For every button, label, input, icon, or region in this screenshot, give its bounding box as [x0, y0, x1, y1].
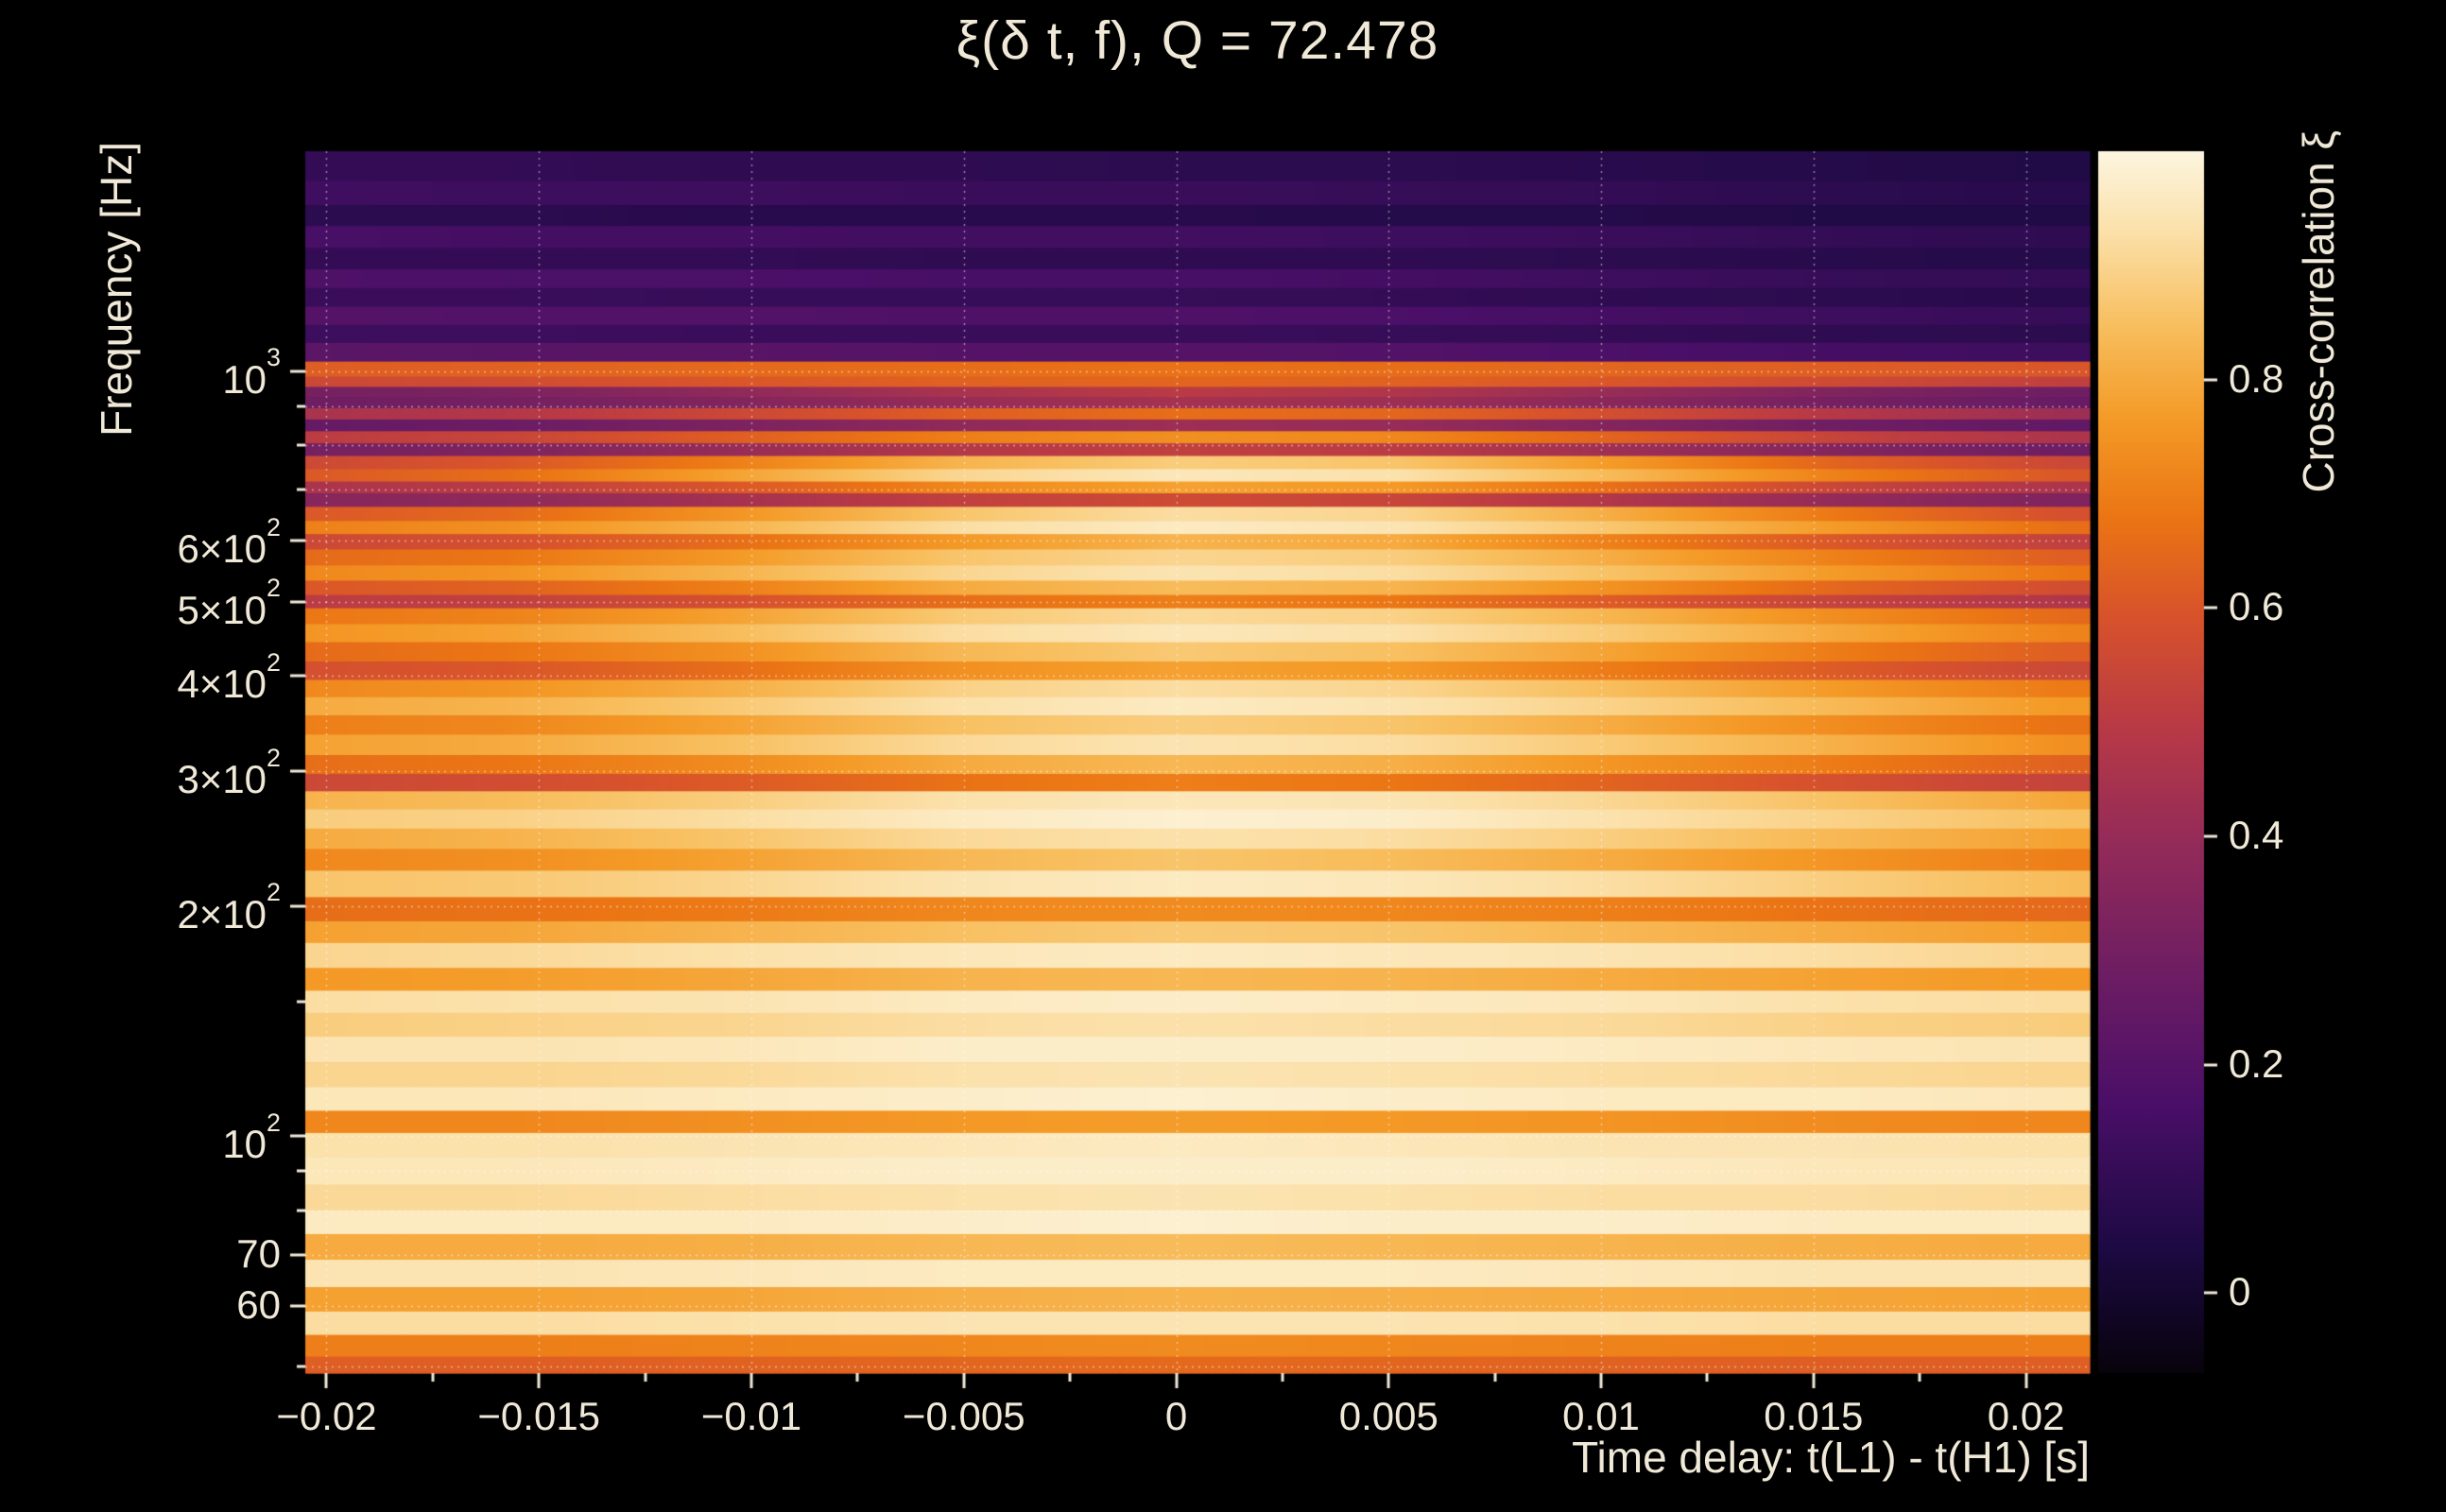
x-tick-label: 0.005 — [1338, 1394, 1438, 1438]
x-tick-label: −0.02 — [276, 1394, 377, 1438]
x-tick-label: −0.01 — [700, 1394, 802, 1438]
x-tick-label: −0.015 — [477, 1394, 601, 1438]
x-tick-label: 0.01 — [1562, 1394, 1640, 1438]
x-axis-label: Time delay: t(L1) - t(H1) [s] — [1572, 1433, 2090, 1482]
x-tick-label: 0.015 — [1764, 1394, 1864, 1438]
y-tick-label: 103 — [222, 343, 281, 402]
colorbar-tick-label: 0.2 — [2229, 1040, 2284, 1086]
y-tick-label: 2×102 — [177, 878, 281, 936]
colorbar-tick-label: 0.6 — [2229, 584, 2284, 629]
x-tick-label: 0 — [1164, 1394, 1188, 1438]
x-tick-label: 0.02 — [1987, 1394, 2065, 1438]
y-tick-label: 5×102 — [177, 574, 281, 632]
colorbar-tick-label: 0.8 — [2229, 355, 2284, 401]
y-tick-label: 6×102 — [177, 513, 281, 572]
y-tick-label: 70 — [236, 1230, 281, 1276]
chart-title: ξ(δ t, f), Q = 72.478 — [956, 10, 1439, 71]
y-tick-label: 4×102 — [177, 647, 281, 706]
colorbar-label: Cross-correlation ξ — [2294, 130, 2343, 493]
y-tick-label: 60 — [236, 1281, 281, 1327]
colorbar-tick-label: 0 — [2229, 1269, 2251, 1314]
x-tick-label: −0.005 — [902, 1394, 1025, 1438]
y-tick-label: 102 — [222, 1108, 281, 1167]
colorbar-tick-label: 0.4 — [2229, 813, 2284, 858]
y-tick-label: 3×102 — [177, 743, 281, 802]
